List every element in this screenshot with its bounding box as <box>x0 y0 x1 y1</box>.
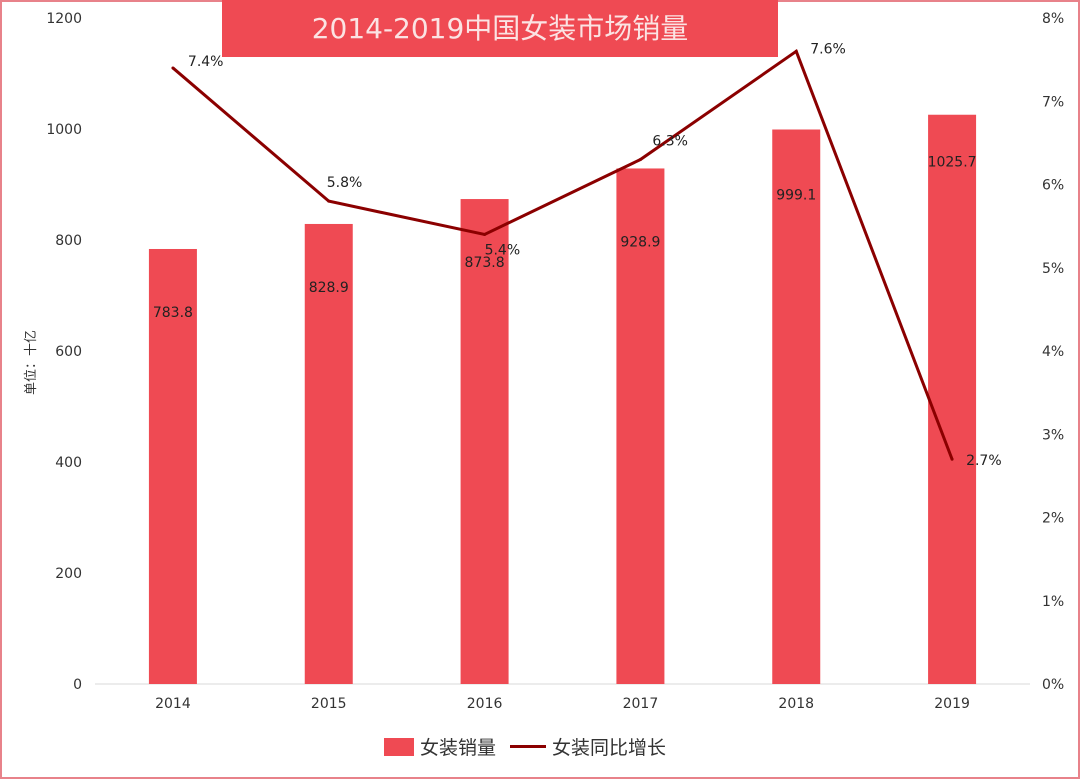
y2-tick-label: 1% <box>1042 594 1064 610</box>
bar <box>148 248 197 684</box>
x-tick-label: 2017 <box>623 696 659 712</box>
line-point <box>171 66 175 70</box>
line-point <box>950 457 954 461</box>
bar <box>304 223 353 684</box>
legend-line-swatch <box>510 745 547 748</box>
line-data-label: 2.7% <box>966 453 1002 469</box>
bar-data-label: 873.8 <box>465 255 505 271</box>
line-data-label: 7.6% <box>810 41 846 57</box>
x-tick-label: 2015 <box>311 696 347 712</box>
y2-tick-label: 6% <box>1042 178 1064 194</box>
bar-data-label: 1025.7 <box>928 155 977 171</box>
y-tick-label: 400 <box>55 455 82 471</box>
y2-tick-label: 8% <box>1042 11 1064 27</box>
line-data-label: 5.8% <box>327 175 363 191</box>
line-point <box>327 199 331 203</box>
y-tick-label: 200 <box>55 566 82 582</box>
y2-tick-label: 0% <box>1042 677 1064 693</box>
growth-line <box>171 48 954 460</box>
y2-tick-label: 4% <box>1042 344 1064 360</box>
bar-data-label: 828.9 <box>309 280 349 296</box>
bar <box>772 129 821 684</box>
line-point <box>638 158 642 162</box>
y2-tick-label: 7% <box>1042 94 1064 110</box>
line-data-label: 5.4% <box>485 242 521 258</box>
y-tick-label: 600 <box>55 344 82 360</box>
bar <box>928 114 977 684</box>
legend-bar-label: 女装销量 <box>420 737 497 759</box>
bar-data-label: 999.1 <box>776 187 816 203</box>
line-data-label: 6.3% <box>652 134 688 150</box>
bar <box>616 168 665 684</box>
y-axis-label: 单位：十亿 <box>24 329 39 395</box>
y2-tick-label: 3% <box>1042 427 1064 443</box>
legend-bar-swatch <box>384 737 414 756</box>
x-tick-label: 2016 <box>467 696 503 712</box>
y2-tick-label: 5% <box>1042 261 1064 277</box>
line-point <box>483 232 487 236</box>
y-tick-label: 0 <box>73 677 82 693</box>
y-tick-label: 1200 <box>46 11 82 27</box>
y2-tick-label: 2% <box>1042 511 1064 527</box>
bar-data-label: 783.8 <box>153 305 193 321</box>
legend: 女装销量 女装同比增长 <box>384 733 666 760</box>
x-tick-label: 2014 <box>155 696 191 712</box>
bar <box>460 199 509 684</box>
bar-data-label: 928.9 <box>620 234 660 250</box>
line-point <box>794 49 798 53</box>
y-tick-label: 800 <box>55 233 82 249</box>
chart-title: 2014-2019中国女装市场销量 <box>222 0 778 57</box>
x-tick-label: 2019 <box>934 696 970 712</box>
legend-line-label: 女装同比增长 <box>552 737 667 759</box>
x-tick-label: 2018 <box>778 696 814 712</box>
line-data-label: 7.4% <box>188 54 224 70</box>
y-tick-label: 1000 <box>46 122 82 138</box>
